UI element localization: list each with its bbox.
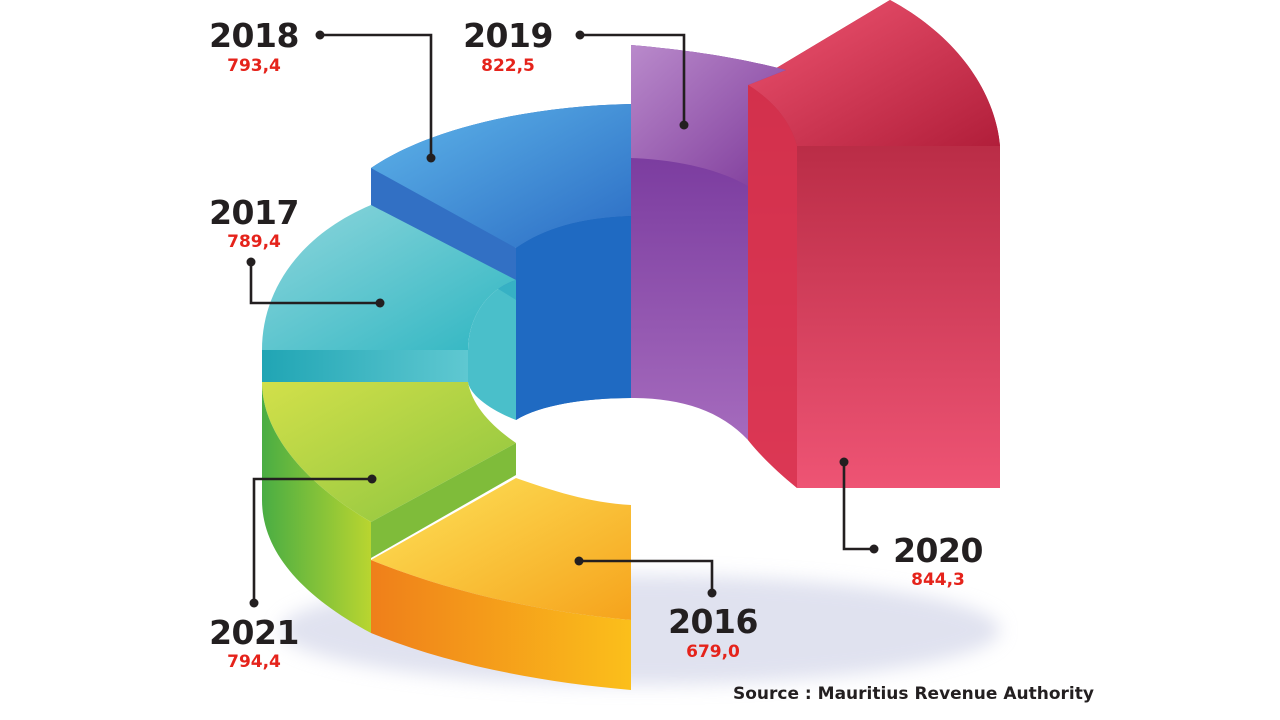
value-label-2020: 844,3 (911, 570, 965, 590)
value-label-2016: 679,0 (686, 642, 740, 662)
leader-2017 (249, 262, 380, 305)
value-label-2017: 789,4 (227, 232, 281, 252)
value-label-2021: 794,4 (227, 652, 281, 672)
year-label-2021: 2021 (209, 613, 299, 652)
year-label-2016: 2016 (668, 602, 758, 641)
leader-2018 (320, 33, 433, 158)
slice-2016 (371, 478, 631, 690)
year-label-2017: 2017 (209, 193, 299, 232)
value-label-2019: 822,5 (481, 56, 535, 76)
year-label-2020: 2020 (893, 531, 983, 570)
year-label-2019: 2019 (463, 16, 553, 55)
slice-2019 (631, 45, 786, 440)
leader-2021 (252, 477, 372, 603)
leader-2016 (579, 559, 714, 593)
leader-lines (246, 30, 879, 608)
slice-2020 (748, 0, 1000, 488)
year-label-2018: 2018 (209, 16, 299, 55)
leader-2019 (580, 33, 686, 125)
source-note: Source : Mauritius Revenue Authority (733, 684, 1094, 704)
labels: 2018 793,4 2019 822,5 2017 789,4 2021 79… (209, 16, 983, 672)
value-label-2018: 793,4 (227, 56, 281, 76)
leader-2020 (842, 462, 874, 551)
slice-2017 (262, 205, 516, 420)
slice-2021 (262, 382, 516, 633)
